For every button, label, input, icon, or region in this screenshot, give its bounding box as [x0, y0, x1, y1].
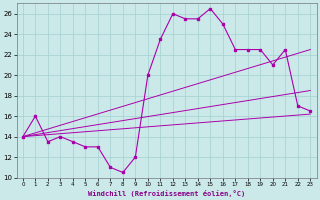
X-axis label: Windchill (Refroidissement éolien,°C): Windchill (Refroidissement éolien,°C) — [88, 190, 245, 197]
